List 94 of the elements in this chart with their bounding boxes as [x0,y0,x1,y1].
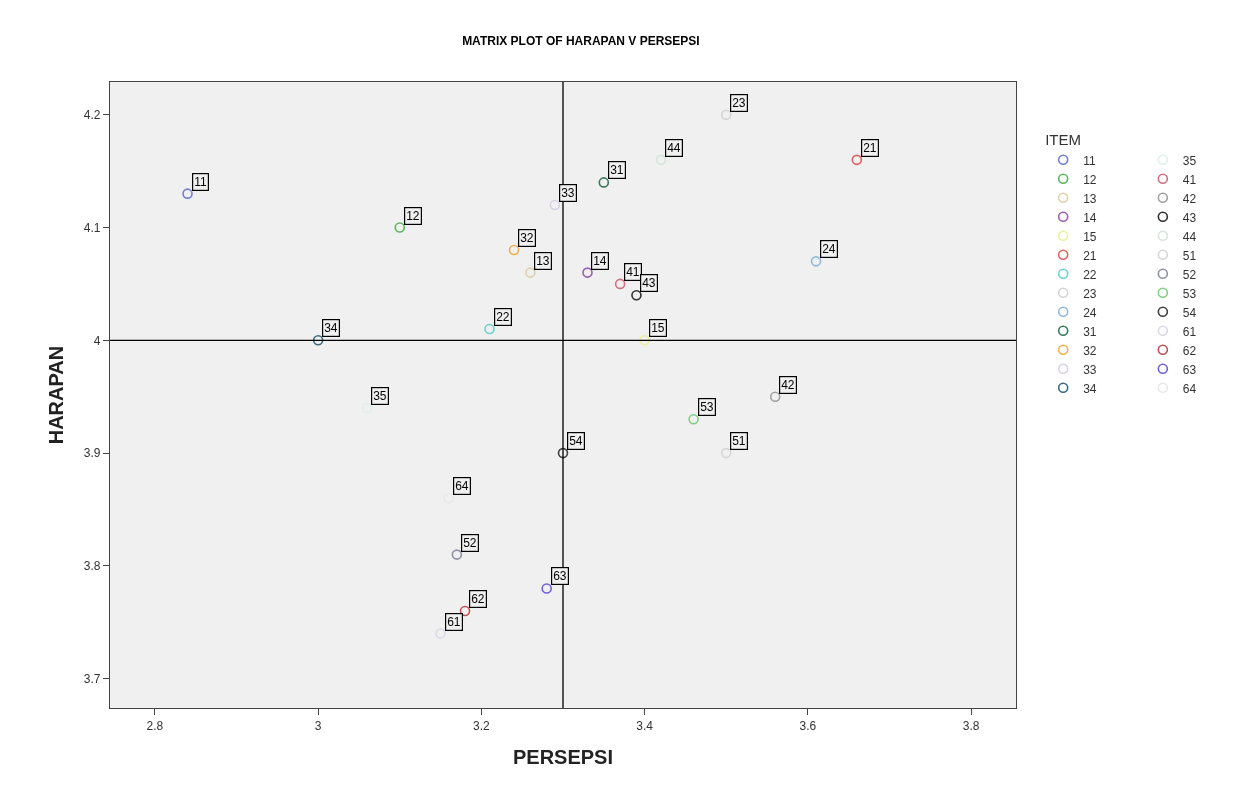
annotation: 35 [373,389,387,404]
point [639,335,650,346]
annotation: 15 [651,321,665,336]
legend-label: 11 [1083,153,1096,168]
annotation: 62 [471,592,485,607]
y-tick-label: 3.9 [83,446,101,461]
legend-label: 51 [1182,248,1197,263]
legend-label: 24 [1083,305,1097,320]
legend-label: 12 [1083,172,1097,187]
legend-title: ITEM [1045,131,1082,149]
legend-label: 52 [1182,267,1197,282]
y-tick-label: 4 [93,333,101,348]
annotation: 44 [667,141,681,156]
point [549,199,561,211]
annotation: 43 [642,276,656,291]
annotation: 64 [455,479,469,494]
annotation: 34 [324,321,338,336]
annotation: 12 [406,209,420,224]
x-axis-title: PERSEPSI [512,746,614,769]
point [598,177,610,188]
point [557,447,569,459]
annotation: 14 [593,254,607,269]
x-tick-label: 3.4 [636,718,654,733]
annotation: 61 [447,615,461,630]
y-tick-label: 3.7 [83,671,101,686]
annotation: 24 [822,242,836,257]
point [720,109,732,121]
legend-label: 32 [1083,343,1097,358]
legend-label: 43 [1182,210,1197,225]
legend-label: 61 [1182,324,1197,339]
legend-label: 34 [1083,381,1097,396]
legend-label: 22 [1083,267,1097,282]
annotation: 22 [496,310,510,325]
point [508,244,520,256]
point [484,323,495,335]
point [582,267,593,278]
point [525,267,536,278]
point [688,413,699,425]
annotation: 33 [561,186,575,201]
point [614,278,626,290]
y-tick-label: 4.1 [83,220,101,235]
annotation: 54 [569,434,583,449]
x-tick-label: 3.8 [962,718,980,733]
annotation: 51 [732,434,746,449]
x-tick-label: 3 [314,718,322,733]
point [459,605,471,617]
y-tick-label: 3.8 [83,559,101,574]
annotation: 32 [520,231,534,246]
x-tick-label: 3.2 [473,718,491,733]
point [443,492,455,504]
annotation: 13 [536,254,550,269]
legend-label: 62 [1182,343,1197,358]
legend-label: 21 [1083,248,1097,263]
annotation: 42 [781,378,795,393]
point [720,447,732,459]
annotation: 11 [194,175,207,190]
x-tick-label: 3.6 [799,718,817,733]
y-axis-title: HARAPAN [45,345,68,445]
point [655,154,667,166]
annotation: 21 [863,141,877,156]
legend-label: 42 [1182,191,1197,206]
legend-label: 54 [1182,305,1197,320]
annotation: 63 [553,569,567,584]
legend-label: 13 [1083,191,1097,206]
annotation: 31 [610,163,624,178]
point [451,549,463,560]
legend-label: 15 [1083,229,1097,244]
point [769,391,781,402]
legend-label: 31 [1083,324,1097,339]
point [541,583,552,594]
point [631,289,642,301]
legend-label: 44 [1182,229,1197,244]
annotation: 41 [626,265,640,280]
legend-label: 41 [1182,172,1197,187]
legend-label: 23 [1083,286,1097,301]
y-tick-label: 4.2 [83,107,101,122]
legend-label: 33 [1083,362,1097,377]
legend-label: 35 [1182,153,1197,168]
legend-label: 64 [1182,381,1197,396]
annotation: 23 [732,96,746,111]
point [810,256,822,267]
x-tick-label: 2.8 [146,718,164,733]
annotation: 52 [463,536,477,551]
point [312,335,324,346]
point [851,154,863,166]
point [361,402,373,414]
annotation: 53 [700,400,714,415]
point [435,628,446,639]
point [394,222,406,233]
legend-label: 53 [1182,286,1197,301]
point [182,188,193,199]
legend-label: 14 [1083,210,1097,225]
chart-title: MATRIX PLOT OF HARAPAN V PERSEPSI [462,33,700,48]
legend-label: 63 [1182,362,1197,377]
